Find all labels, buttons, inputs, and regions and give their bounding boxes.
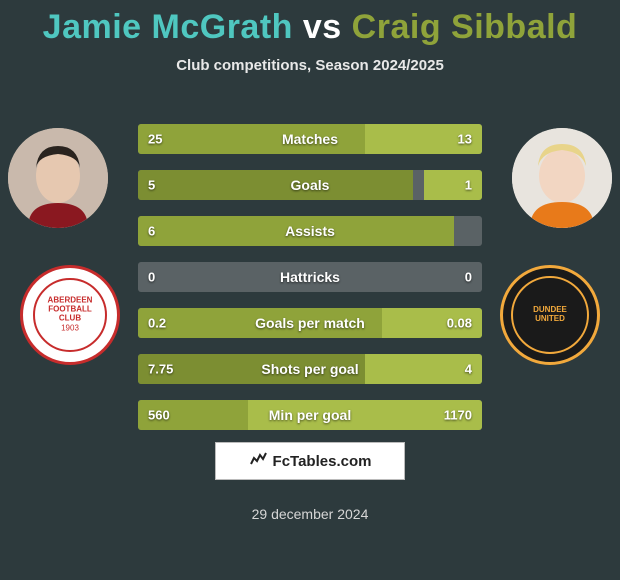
stat-row: 6Assists	[138, 216, 482, 246]
stat-row: 7.75Shots per goal4	[138, 354, 482, 384]
stat-value-right: 0	[465, 270, 472, 285]
avatar-right-svg	[512, 128, 612, 228]
player1-avatar	[8, 128, 108, 228]
club-left-year: 1903	[40, 325, 100, 334]
player1-club-badge: ABERDEEN FOOTBALL CLUB 1903	[20, 265, 120, 365]
fctables-logo-icon	[249, 450, 267, 473]
footer-date: 29 december 2024	[0, 506, 620, 522]
club-left-label: ABERDEEN FOOTBALL CLUB 1903	[40, 296, 100, 333]
comparison-bars: 25Matches13 5Goals1 6Assists 0Hattricks0 0.2…	[138, 124, 482, 446]
player2-name: Craig Sibbald	[352, 8, 578, 46]
stat-value-right: 1	[465, 178, 472, 193]
player2-avatar	[512, 128, 612, 228]
subtitle: Club competitions, Season 2024/2025	[0, 57, 620, 74]
stat-value-right: 1170	[444, 408, 472, 423]
avatar-left-svg	[8, 128, 108, 228]
stat-value-right: 4	[465, 362, 472, 377]
club-right-label: DUNDEE UNITED	[520, 306, 580, 324]
stat-row: 25Matches13	[138, 124, 482, 154]
comparison-title: Jamie McGrath vs Craig Sibbald	[0, 0, 620, 47]
club-right-name: DUNDEE UNITED	[520, 306, 580, 324]
player1-name: Jamie McGrath	[43, 8, 293, 46]
stat-row: 5Goals1	[138, 170, 482, 200]
footer-link[interactable]: FcTables.com	[215, 442, 405, 480]
stat-label: Matches	[138, 131, 482, 147]
stat-row: 0.2Goals per match0.08	[138, 308, 482, 338]
stat-label: Goals per match	[138, 315, 482, 331]
stat-label: Hattricks	[138, 269, 482, 285]
stat-row: 0Hattricks0	[138, 262, 482, 292]
stat-value-right: 0.08	[447, 316, 472, 331]
stat-label: Min per goal	[138, 407, 482, 423]
vs-text: vs	[303, 8, 342, 46]
footer-site-text: FcTables.com	[273, 453, 372, 470]
stat-label: Assists	[138, 223, 482, 239]
stat-label: Goals	[138, 177, 482, 193]
stat-row: 560Min per goal1170	[138, 400, 482, 430]
player2-club-badge: DUNDEE UNITED	[500, 265, 600, 365]
club-left-name: ABERDEEN FOOTBALL CLUB	[40, 296, 100, 322]
stat-label: Shots per goal	[138, 361, 482, 377]
stat-value-right: 13	[458, 132, 472, 147]
